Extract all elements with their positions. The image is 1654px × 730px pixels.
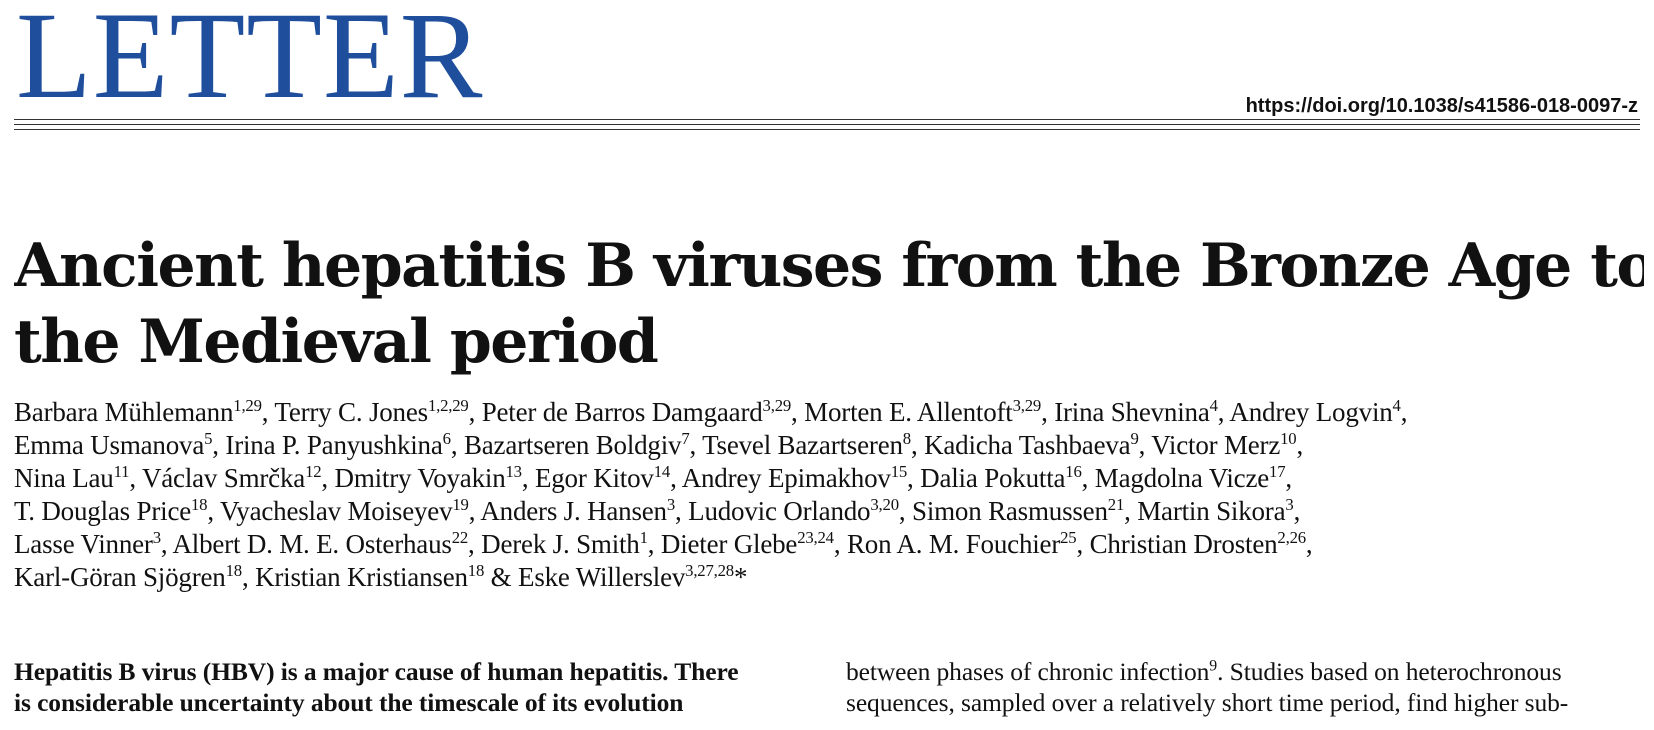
author-name[interactable]: Kadicha Tashbaeva [924,430,1131,460]
body-text: between phases of chronic infection [846,657,1210,686]
affiliation-ref: 5 [204,428,213,448]
author-name[interactable]: Derek J. Smith [481,529,640,559]
author-name[interactable]: Irina P. Panyushkina [225,430,443,460]
author-name[interactable]: Nina Lau [14,463,114,493]
author-name[interactable]: Karl-Göran Sjögren [14,562,226,592]
author-name[interactable]: Andrey Epimakhov [681,463,891,493]
abstract-line: is considerable uncertainty about the ti… [14,688,684,717]
affiliation-ref: 3 [1285,494,1294,514]
affiliation-ref: 3,20 [870,494,899,514]
affiliation-ref: 18 [191,494,208,514]
author-name[interactable]: Andrey Logvin [1229,397,1393,427]
author-name[interactable]: Dalia Pokutta [920,463,1066,493]
affiliation-ref: 14 [653,461,671,481]
body-column: between phases of chronic infection9. St… [846,656,1626,718]
title-line: Ancient hepatitis B viruses from the Bro… [14,231,1644,301]
author-name[interactable]: Emma Usmanova [14,430,205,460]
author-name[interactable]: Kristian Kristiansen [255,562,468,592]
header-rule-bottom [14,129,1640,130]
affiliation-ref: 11 [113,461,130,481]
corresponding-author-mark: * [733,562,748,592]
affiliation-ref: 21 [1107,494,1125,514]
affiliation-ref: 23,24 [797,527,834,547]
doi-link[interactable]: https://doi.org/10.1038/s41586-018-0097-… [1245,95,1638,117]
article-title: Ancient hepatitis B viruses from the Bro… [14,228,1644,380]
author-name[interactable]: Magdolna Vicze [1094,463,1270,493]
affiliation-ref: 4 [1392,395,1401,415]
author-name[interactable]: Terry C. Jones [274,397,428,427]
affiliation-ref: 1,29 [233,395,262,415]
author-name[interactable]: Dieter Glebe [660,529,798,559]
author-name[interactable]: Ron A. M. Fouchier [846,529,1061,559]
header-rule-middle [14,124,1640,125]
abstract-line: Hepatitis B virus (HBV) is a major cause… [14,657,739,686]
body-line: between phases of chronic infection9. St… [846,656,1626,687]
author-name[interactable]: Lasse Vinner [14,529,153,559]
affiliation-ref: 3,29 [762,395,792,415]
author-list: Barbara Mühlemann1,29, Terry C. Jones1,2… [14,395,1408,592]
affiliation-ref: 1,2,29 [427,395,469,415]
body-line: sequences, sampled over a relatively sho… [846,687,1626,718]
affiliation-ref: 25 [1060,527,1077,547]
author-name[interactable]: Christian Drosten [1089,529,1278,559]
author-name[interactable]: T. Douglas Price [14,496,192,526]
author-name[interactable]: Tsevel Bazartseren [702,430,903,460]
author-name[interactable]: Albert D. M. E. Osterhaus [172,529,452,559]
body-text: . Studies based on heterochronous [1217,657,1562,686]
author-name[interactable]: Bazartseren Boldgiv [463,430,682,460]
affiliation-ref: 4 [1209,395,1218,415]
affiliation-ref: 13 [505,461,523,481]
author-name[interactable]: Victor Merz [1151,430,1281,460]
author-name[interactable]: Eske Willerslev [518,562,686,592]
affiliation-ref: 7 [681,428,690,448]
affiliation-ref: 3 [152,527,161,547]
section-label: LETTER [16,0,484,124]
author-name[interactable]: Barbara Mühlemann [14,397,234,427]
affiliation-ref: 18 [467,560,485,580]
author-name[interactable]: Vyacheslav Moiseyev [219,496,453,526]
affiliation-ref: 3,27,28 [685,560,734,580]
affiliation-ref: 19 [452,494,469,514]
body-text: sequences, sampled over a relatively sho… [846,688,1569,717]
affiliation-ref: 16 [1065,461,1082,481]
affiliation-ref: 15 [890,461,908,481]
title-line: the Medieval period [14,307,659,377]
author-name[interactable]: Egor Kitov [534,463,654,493]
author-name[interactable]: Morten E. Allentoft [804,397,1013,427]
header-rule-top [14,119,1640,120]
affiliation-ref: 18 [225,560,243,580]
affiliation-ref: 6 [442,428,451,448]
author-name[interactable]: Václav Smrčka [141,463,306,493]
affiliation-ref: 2,26 [1277,527,1306,547]
affiliation-ref: 9 [1130,428,1139,448]
author-name[interactable]: Irina Shevnina [1054,397,1210,427]
author-name[interactable]: Peter de Barros Damgaard [481,397,763,427]
affiliation-ref: 1 [639,527,648,547]
author-name[interactable]: Ludovic Orlando [688,496,871,526]
abstract-column: Hepatitis B virus (HBV) is a major cause… [14,656,794,718]
author-name[interactable]: Anders J. Hansen [480,496,667,526]
affiliation-ref: 17 [1269,461,1286,481]
affiliation-ref: 12 [305,461,322,481]
affiliation-ref: 8 [902,428,911,448]
author-name[interactable]: Simon Rasmussen [912,496,1108,526]
author-name[interactable]: Martin Sikora [1137,496,1286,526]
affiliation-ref: 10 [1280,428,1297,448]
citation-ref[interactable]: 9 [1209,657,1218,675]
affiliation-ref: 22 [451,527,469,547]
affiliation-ref: 3,29 [1012,395,1042,415]
affiliation-ref: 3 [666,494,676,514]
author-name[interactable]: Dmitry Voyakin [334,463,506,493]
